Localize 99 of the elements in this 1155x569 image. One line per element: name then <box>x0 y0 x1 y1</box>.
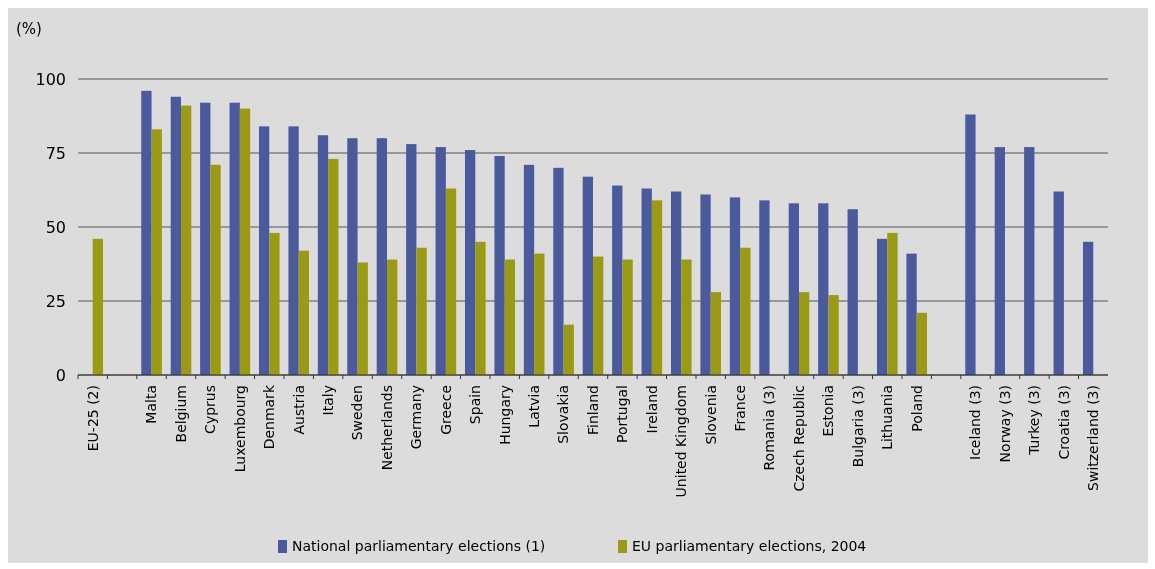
x-tick-label: Austria <box>290 385 307 435</box>
y-axis-title: (%) <box>16 20 42 38</box>
bar <box>994 147 1005 375</box>
bar <box>740 247 751 375</box>
bar <box>622 259 633 375</box>
legend-label: National parliamentary elections (1) <box>292 538 546 554</box>
x-tick-label: Sweden <box>349 385 366 441</box>
x-tick-label: Spain <box>467 385 484 425</box>
bar <box>141 90 152 375</box>
y-tick-label: 50 <box>45 217 66 237</box>
x-tick-label: Switzerland (3) <box>1085 385 1102 491</box>
bar <box>92 238 104 375</box>
bar <box>641 188 652 375</box>
bar <box>799 292 810 375</box>
x-tick-label: Ireland <box>643 385 660 434</box>
x-tick-label: Denmark <box>261 384 278 450</box>
y-tick-label: 75 <box>45 143 66 163</box>
bar <box>553 167 564 375</box>
x-tick-label: Romania (3) <box>761 385 778 471</box>
x-tick-label: Portugal <box>614 385 631 443</box>
x-tick-label: Greece <box>437 385 454 435</box>
bar <box>612 185 623 375</box>
bar <box>729 197 741 375</box>
x-tick-label: Netherlands <box>378 385 395 471</box>
bar <box>170 96 181 375</box>
bar <box>269 232 280 375</box>
bar <box>523 164 535 375</box>
bar <box>534 253 545 375</box>
bar <box>464 150 476 375</box>
bar <box>387 259 398 375</box>
bar <box>1082 241 1094 375</box>
x-tick-label: Hungary <box>496 385 513 445</box>
x-tick-label: Belgium <box>172 385 189 443</box>
bar <box>200 102 211 375</box>
bar <box>876 238 888 375</box>
x-tick-label: Bulgaria (3) <box>849 385 866 468</box>
bar <box>681 259 692 375</box>
x-tick-label: Turkey (3) <box>1026 385 1043 456</box>
bar <box>151 129 162 375</box>
bar <box>298 250 310 375</box>
bar <box>1024 147 1035 375</box>
x-tick-label: United Kingdom <box>673 385 690 498</box>
bar <box>759 200 770 375</box>
bar <box>847 209 858 375</box>
x-tick-label: Italy <box>320 385 337 416</box>
bar <box>239 108 251 375</box>
bar <box>181 105 192 375</box>
bar <box>670 191 682 375</box>
x-tick-label: Estonia <box>820 385 837 437</box>
x-tick-label: Lithuania <box>879 385 896 450</box>
y-tick-label: 0 <box>55 365 66 385</box>
bar <box>1053 191 1064 375</box>
bar <box>818 203 829 375</box>
bar <box>916 312 928 375</box>
bar <box>328 158 339 375</box>
bar <box>887 232 898 375</box>
bar <box>406 144 417 375</box>
bar <box>317 135 329 375</box>
legend-label: EU parliamentary elections, 2004 <box>632 538 867 554</box>
x-tick-label: Germany <box>408 385 425 450</box>
bar <box>435 147 446 375</box>
bar <box>288 126 299 375</box>
bar <box>828 295 839 375</box>
bar <box>347 138 358 375</box>
x-tick-label: Luxembourg <box>231 385 248 473</box>
x-tick-label: Croatia (3) <box>1055 385 1072 460</box>
x-tick-label: EU-25 (2) <box>84 385 101 452</box>
x-tick-label: Slovakia <box>555 385 572 444</box>
y-tick-label: 100 <box>35 69 66 89</box>
bar <box>475 241 486 375</box>
bar <box>965 114 976 375</box>
bar <box>504 259 516 375</box>
bar <box>593 256 604 375</box>
x-tick-label: Latvia <box>526 385 543 428</box>
x-tick-label: Iceland (3) <box>967 385 984 460</box>
x-tick-label: Norway (3) <box>996 385 1013 463</box>
bar <box>210 164 221 375</box>
bar <box>376 138 387 375</box>
x-tick-label: Malta <box>143 385 160 424</box>
x-tick-label: Finland <box>584 385 601 436</box>
bar <box>494 155 505 375</box>
x-tick-label: Slovenia <box>702 385 719 445</box>
bar <box>229 102 240 375</box>
bar <box>651 200 663 375</box>
y-tick-label: 25 <box>45 291 66 311</box>
x-tick-label: France <box>732 385 749 432</box>
bar <box>788 203 799 375</box>
bar <box>906 253 917 375</box>
x-tick-label: Poland <box>908 385 925 432</box>
x-tick-label: Czech Republic <box>790 385 807 492</box>
bar <box>700 194 711 375</box>
bar <box>258 126 270 375</box>
bar <box>416 247 427 375</box>
bar <box>710 292 722 375</box>
bar <box>445 188 457 375</box>
x-tick-label: Cyprus <box>202 385 219 434</box>
bar <box>357 262 368 375</box>
bar <box>582 176 593 375</box>
bar <box>563 324 574 375</box>
